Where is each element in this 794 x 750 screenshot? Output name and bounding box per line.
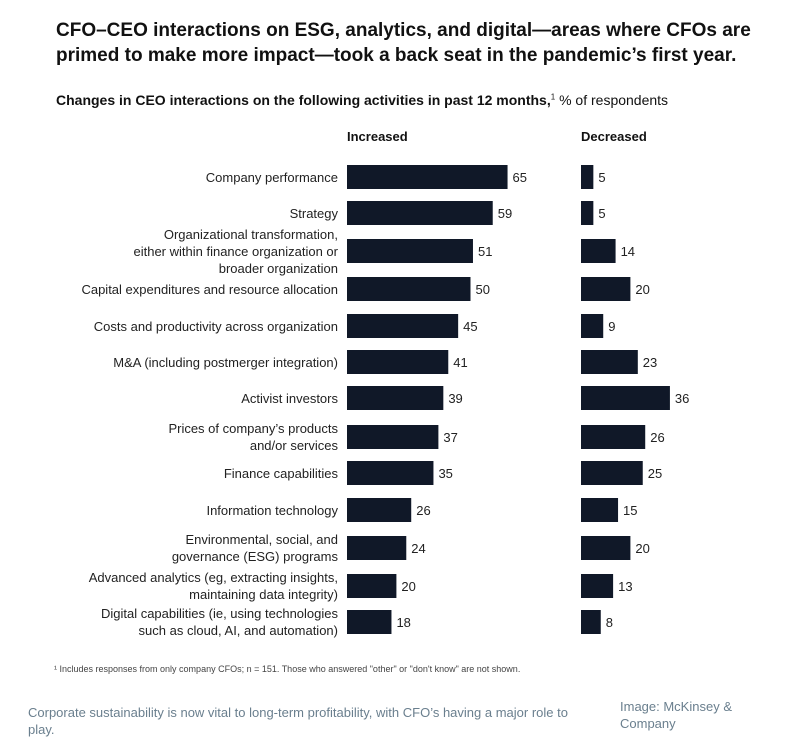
bar-increased-value-label: 20 xyxy=(401,579,415,594)
bar-decreased xyxy=(581,314,604,338)
bar-decreased xyxy=(581,498,619,522)
bar-increased xyxy=(347,498,412,522)
bar-decreased xyxy=(581,574,614,598)
bar-increased xyxy=(347,461,434,485)
bar-decreased-value-label: 20 xyxy=(635,541,649,556)
bar-decreased xyxy=(581,536,631,560)
bar-increased-value-label: 24 xyxy=(411,541,425,556)
bar-increased xyxy=(347,574,397,598)
bar-increased xyxy=(347,350,449,374)
subtitle-unit: % of respondents xyxy=(555,92,669,108)
category-label: Prices of company’s products and/or serv… xyxy=(168,421,338,453)
bar-increased xyxy=(347,536,407,560)
bar-decreased-value-label: 23 xyxy=(643,355,657,370)
bar-decreased xyxy=(581,386,670,410)
bar-increased-value-label: 35 xyxy=(438,466,452,481)
bar-decreased-value-label: 8 xyxy=(606,615,613,630)
bar-increased-value-label: 18 xyxy=(396,615,410,630)
bar-decreased-value-label: 5 xyxy=(598,170,605,185)
bar-increased xyxy=(347,314,459,338)
bar-increased-value-label: 59 xyxy=(498,206,512,221)
category-label: Costs and productivity across organizati… xyxy=(93,318,338,334)
caption-bar xyxy=(0,690,794,750)
bar-decreased-value-label: 20 xyxy=(635,282,649,297)
bar-decreased xyxy=(581,277,631,301)
bar-increased xyxy=(347,386,444,410)
category-label: Company performance xyxy=(205,169,338,185)
category-label: Information technology xyxy=(206,502,338,518)
column-header-decreased: Decreased xyxy=(581,129,647,144)
category-label: Strategy xyxy=(289,205,338,221)
bar-decreased-value-label: 36 xyxy=(675,391,689,406)
bar-decreased-value-label: 5 xyxy=(598,206,605,221)
bar-increased-value-label: 51 xyxy=(478,244,492,259)
subtitle-main: Changes in CEO interactions on the follo… xyxy=(56,92,551,108)
category-label: Environmental, social, and governance (E… xyxy=(171,532,338,564)
bar-decreased xyxy=(581,239,616,263)
chart-figure: CFO–CEO interactions on ESG, analytics, … xyxy=(54,20,776,674)
image-caption: Corporate sustainability is now vital to… xyxy=(28,705,568,737)
bar-increased-value-label: 45 xyxy=(463,319,477,334)
bar-decreased-value-label: 25 xyxy=(648,466,662,481)
bar-increased xyxy=(347,165,508,189)
chart-title: CFO–CEO interactions on ESG, analytics, … xyxy=(56,20,751,66)
bar-decreased xyxy=(581,461,643,485)
bar-decreased xyxy=(581,350,638,374)
category-label: Finance capabilities xyxy=(223,465,338,481)
bar-decreased xyxy=(581,610,601,634)
bar-increased xyxy=(347,201,493,225)
category-label: Digital capabilities (ie, using technolo… xyxy=(100,606,338,638)
bar-decreased-value-label: 26 xyxy=(650,430,664,445)
bar-chart: 65 5 59 5 51 14 50 20 45 9 41 23 39 36 37 26 35 25 26 15 24 2… xyxy=(347,165,689,634)
bar-increased-value-label: 65 xyxy=(513,170,527,185)
bar-decreased-value-label: 9 xyxy=(608,319,615,334)
bar-increased-value-label: 41 xyxy=(453,355,467,370)
category-label: Organizational transformation, either wi… xyxy=(133,226,338,276)
bar-decreased xyxy=(581,425,646,449)
bar-increased-value-label: 50 xyxy=(476,282,490,297)
bar-increased xyxy=(347,277,471,301)
bar-increased-value-label: 39 xyxy=(448,391,462,406)
chart-subtitle: Changes in CEO interactions on the follo… xyxy=(56,92,776,108)
bar-increased-value-label: 26 xyxy=(416,503,430,518)
bar-increased xyxy=(347,425,439,449)
category-label: Activist investors xyxy=(241,390,338,406)
bar-decreased-value-label: 15 xyxy=(623,503,637,518)
bar-decreased xyxy=(581,201,594,225)
category-label: Advanced analytics (eg, extracting insig… xyxy=(88,570,338,602)
bar-decreased xyxy=(581,165,594,189)
bar-decreased-value-label: 14 xyxy=(621,244,635,259)
category-label: Capital expenditures and resource alloca… xyxy=(81,281,338,297)
bar-decreased-value-label: 13 xyxy=(618,579,632,594)
image-credit: Image: McKinsey & Company xyxy=(620,699,732,731)
category-label: M&A (including postmerger integration) xyxy=(113,354,338,370)
bar-increased xyxy=(347,610,392,634)
subtitle-footnote-mark: 1 xyxy=(550,92,556,102)
chart-footnote: ¹ Includes responses from only company C… xyxy=(54,664,521,674)
bar-increased xyxy=(347,239,473,263)
column-header-increased: Increased xyxy=(347,129,408,144)
bar-increased-value-label: 37 xyxy=(443,430,457,445)
